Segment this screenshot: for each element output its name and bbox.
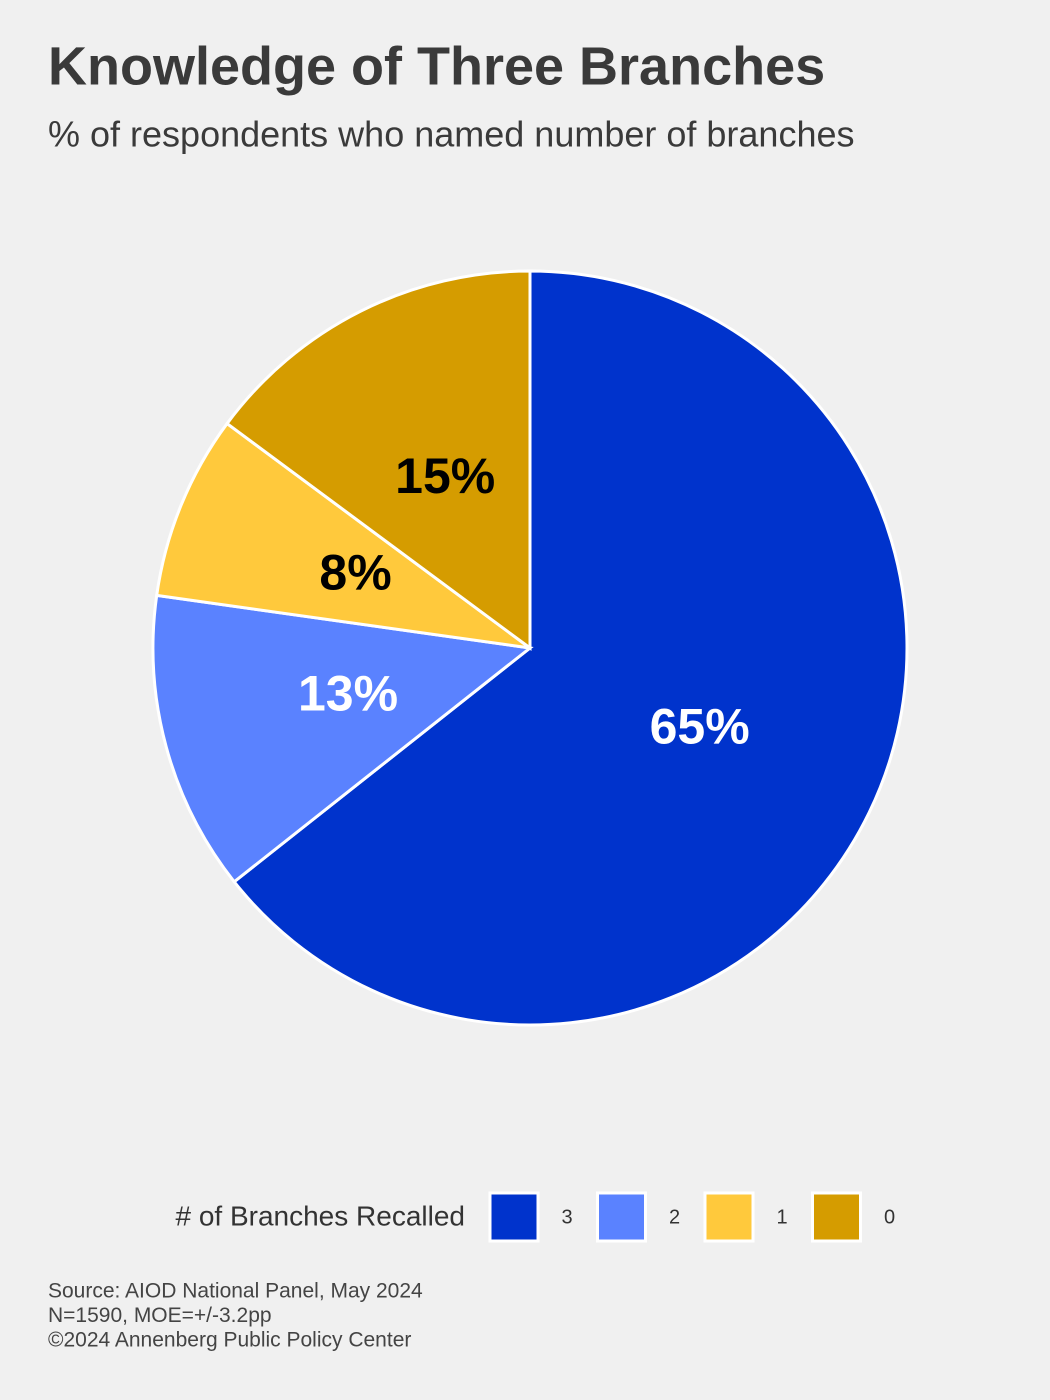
pie-slice — [232, 269, 909, 1027]
source-note: Source: AIOD National Panel, May 2024 — [48, 1280, 423, 1303]
pie-slice — [154, 421, 531, 650]
chart-title: Knowledge of Three Branches — [48, 36, 825, 96]
legend-label: 3 — [561, 1206, 572, 1228]
source-note: N=1590, MOE=+/-3.2pp — [48, 1304, 272, 1327]
legend-label: 0 — [884, 1206, 895, 1228]
legend-swatch — [488, 1191, 540, 1243]
legend-swatch — [811, 1191, 862, 1243]
value-label: 8% — [319, 545, 391, 601]
value-label: 13% — [298, 665, 398, 721]
pie-slice — [224, 269, 532, 651]
legend-label: 1 — [776, 1206, 787, 1228]
legend-swatch — [703, 1191, 755, 1243]
pie-slice — [151, 593, 534, 884]
legend-swatch — [596, 1191, 647, 1243]
legend-title: # of Branches Recalled — [175, 1200, 465, 1231]
chart-subtitle: % of respondents who named number of bra… — [48, 114, 854, 155]
value-label: 65% — [650, 698, 750, 754]
legend-label: 2 — [669, 1206, 680, 1228]
source-note: ©2024 Annenberg Public Policy Center — [48, 1329, 411, 1352]
value-label: 15% — [395, 448, 495, 504]
